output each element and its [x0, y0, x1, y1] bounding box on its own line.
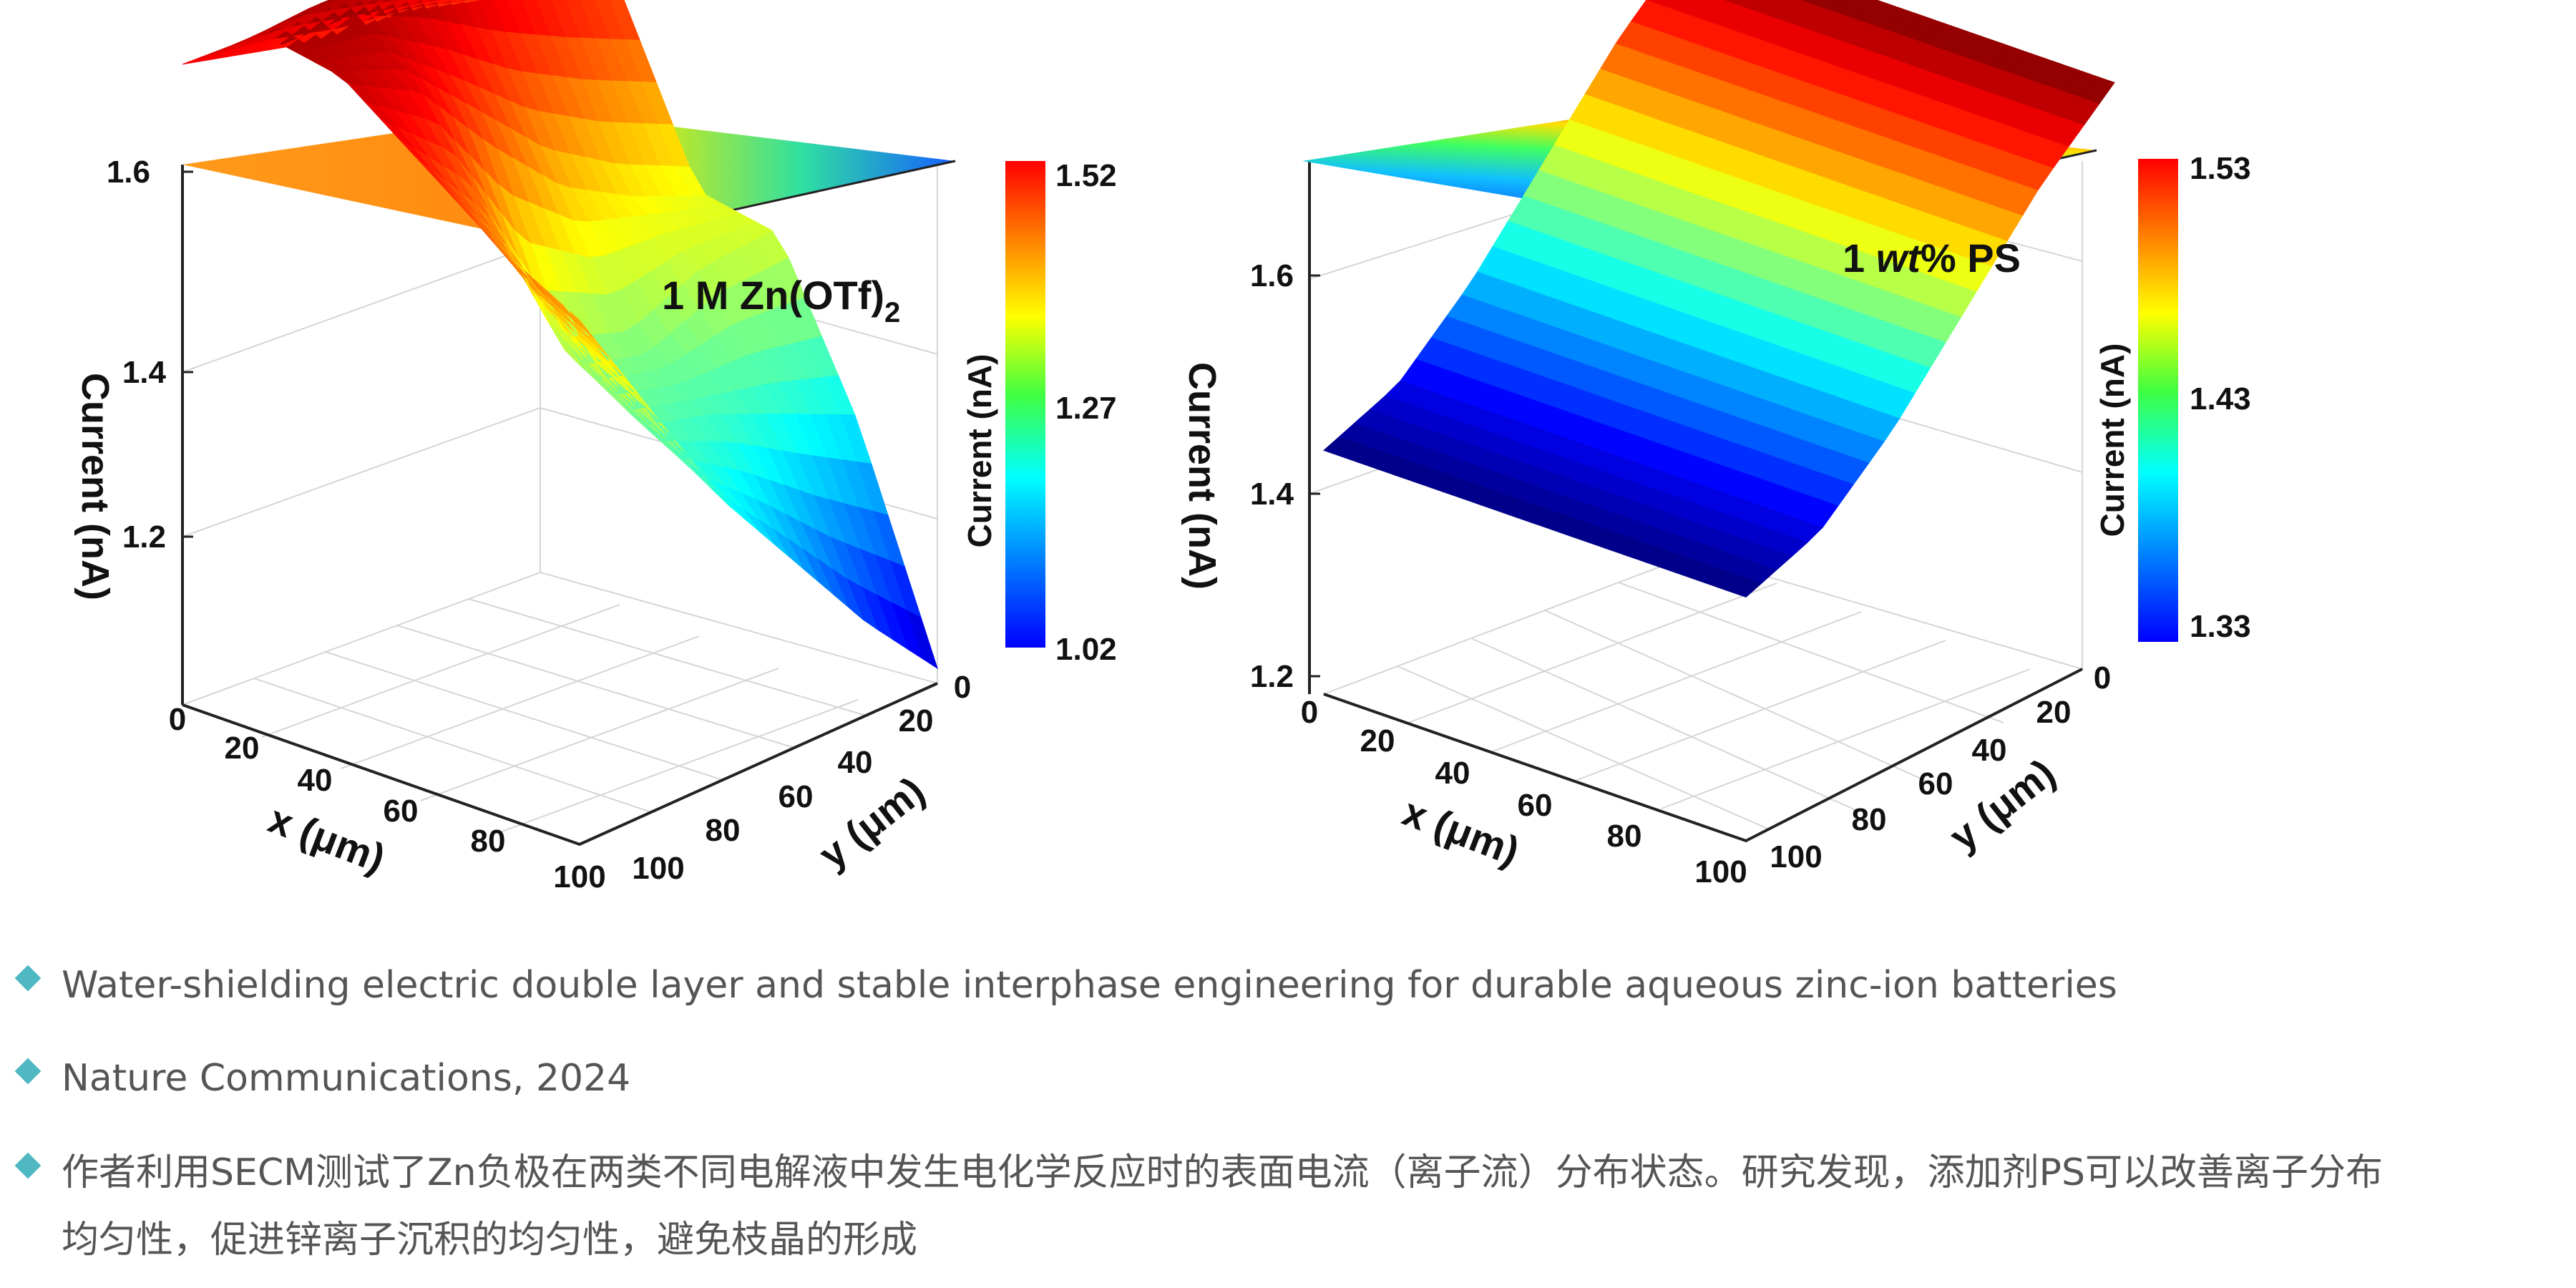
left-x-axis-label: x (μm) [263, 796, 391, 881]
colorbar-tick-label: 1.52 [1055, 158, 1117, 193]
z-tick-label: 1.2 [122, 519, 166, 555]
z-tick-label: 1.6 [107, 155, 150, 190]
colorbar-tick-label: 1.53 [2190, 151, 2251, 186]
left-x-ticks: 0 20 40 60 80 100 [169, 702, 606, 894]
x-tick-label: 60 [384, 794, 419, 829]
colorbar-tick-label: 1.43 [2190, 381, 2251, 416]
left-chart: 1.2 1.4 1.6 Current (nA) 0 20 40 60 80 1… [74, 0, 1117, 894]
y-tick-label: 40 [838, 745, 873, 780]
right-chart-title: 1 wt% PS [1843, 235, 2021, 280]
y-tick-label: 80 [706, 813, 741, 848]
z-tick-label: 1.2 [1250, 659, 1294, 694]
bullet-diamond-icon [14, 965, 42, 992]
y-tick-label: 20 [899, 703, 934, 738]
y-tick-label: 100 [1770, 839, 1822, 874]
right-z-axis-label: Current (nA) [1181, 362, 1224, 590]
right-x-ticks: 0 20 40 60 80 100 [1301, 695, 1747, 889]
left-z-axis-label: Current (nA) [74, 373, 117, 600]
caption-summary-line2: 均匀性，促进锌离子沉积的均匀性，避免枝晶的形成 [62, 1219, 918, 1262]
right-colorbar: 1.53 1.43 1.33 Current (nA) [2094, 151, 2251, 644]
x-tick-label: 20 [1360, 723, 1395, 758]
y-tick-label: 60 [779, 779, 814, 814]
left-chart-title: 1 M Zn(OTf)2 [662, 273, 900, 328]
left-axis-base [182, 682, 938, 847]
caption-item: Water-shielding electric double layer an… [10, 952, 2543, 1019]
left-z-ticks: 1.2 1.4 1.6 [107, 155, 193, 555]
left-y-axis-label: y (μm) [810, 768, 932, 877]
caption-journal: Nature Communications, 2024 [62, 1057, 631, 1100]
y-tick-label: 100 [632, 851, 684, 886]
colorbar-tick-label: 1.27 [1055, 391, 1117, 426]
right-chart: 1.2 1.4 1.6 Current (nA) 0 20 40 60 80 1… [1181, 0, 2251, 889]
y-tick-label: 80 [1852, 802, 1887, 837]
caption-item: Nature Communications, 2024 [10, 1045, 2543, 1112]
bullet-diamond-icon [14, 1152, 42, 1179]
figure-canvas: 1.2 1.4 1.6 Current (nA) 0 20 40 60 80 1… [74, 0, 2251, 894]
caption-summary-line1: 作者利用SECM测试了Zn负极在两类不同电解液中发生电化学反应时的表面电流（离子… [62, 1151, 2383, 1194]
y-tick-label: 0 [954, 670, 971, 705]
right-y-ticks: 0 20 40 60 80 100 [1770, 660, 2111, 874]
y-tick-label: 0 [2094, 660, 2111, 696]
x-tick-label: 60 [1518, 788, 1553, 823]
colorbar-tick-label: 1.02 [1055, 632, 1117, 667]
caption-item: 作者利用SECM测试了Zn负极在两类不同电解液中发生电化学反应时的表面电流（离子… [10, 1139, 2543, 1206]
caption-item: 均匀性，促进锌离子沉积的均匀性，避免枝晶的形成 [10, 1206, 2543, 1274]
right-x-axis-label: x (μm) [1397, 789, 1525, 874]
left-colorbar-label: Current (nA) [961, 354, 998, 548]
z-tick-label: 1.4 [1250, 477, 1294, 512]
z-tick-label: 1.6 [1250, 258, 1294, 293]
right-colorbar-scale [2138, 159, 2178, 642]
left-surface [182, 0, 938, 670]
x-tick-label: 100 [553, 859, 605, 894]
x-tick-label: 0 [1301, 695, 1318, 730]
right-axis-base [1323, 668, 2083, 843]
colorbar-tick-label: 1.33 [2190, 609, 2251, 644]
x-tick-label: 0 [169, 702, 186, 737]
x-tick-label: 40 [1435, 756, 1470, 791]
left-y-ticks: 0 20 40 60 80 100 [632, 670, 971, 886]
z-tick-label: 1.4 [122, 355, 167, 390]
y-tick-label: 40 [1972, 733, 2007, 768]
x-tick-label: 40 [298, 763, 333, 798]
x-tick-label: 20 [225, 731, 260, 766]
y-tick-label: 60 [1918, 766, 1953, 801]
caption-paper-title: Water-shielding electric double layer an… [62, 964, 2117, 1007]
left-colorbar: 1.52 1.27 1.02 Current (nA) [961, 158, 1117, 667]
x-tick-label: 100 [1694, 854, 1747, 889]
x-tick-label: 80 [1607, 819, 1642, 854]
right-z-ticks: 1.2 1.4 1.6 [1250, 258, 1320, 694]
bullet-diamond-icon [14, 1058, 42, 1085]
y-tick-label: 20 [2036, 695, 2072, 730]
right-colorbar-label: Current (nA) [2094, 343, 2131, 537]
left-colorbar-scale [1005, 161, 1045, 648]
surface-patch [1323, 436, 1357, 457]
right-surface [1323, 0, 2115, 597]
surface-patch [182, 54, 215, 65]
x-tick-label: 80 [471, 824, 506, 859]
